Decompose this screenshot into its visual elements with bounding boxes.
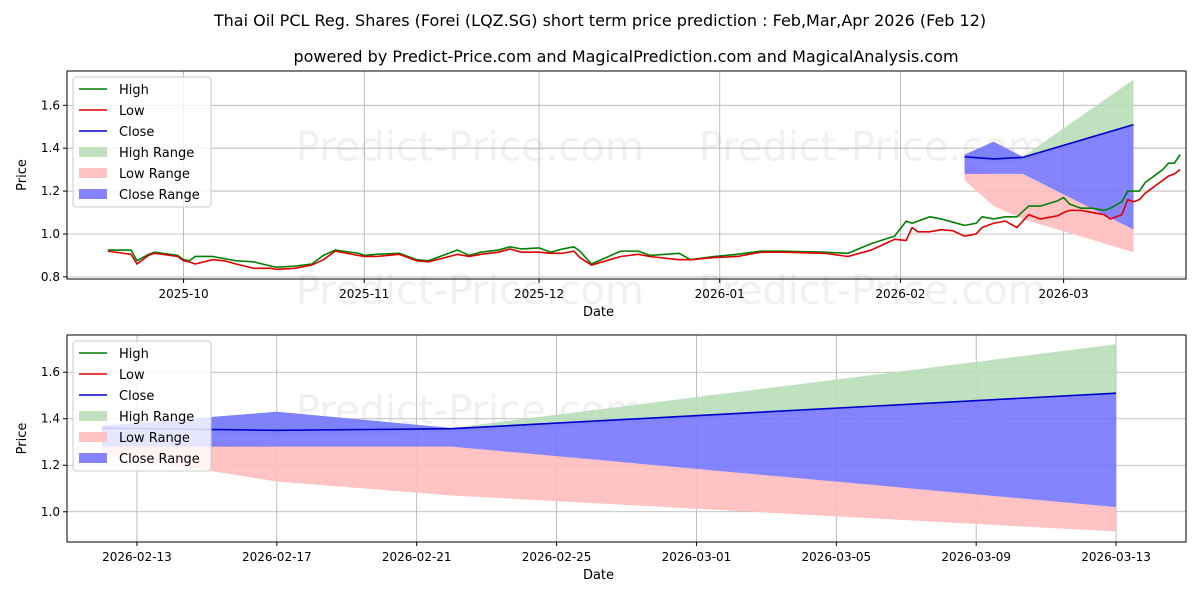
x-tick-label: 2026-03-13 (1081, 550, 1151, 564)
y-tick-label: 1.0 (41, 505, 60, 519)
x-tick-label: 2026-03-01 (662, 550, 732, 564)
close-range-legend-swatch (79, 453, 107, 463)
low-range-legend-swatch (79, 168, 107, 178)
legend-label-low-range: Low Range (119, 167, 190, 182)
y-tick-label: 1.2 (41, 458, 60, 472)
x-tick-label: 2026-02-25 (522, 550, 592, 564)
y-axis-label: Price (15, 423, 30, 455)
forecast-panel: Predict-Price.comPredict-Price.com2026-0… (15, 334, 1187, 583)
high-range-legend-swatch (79, 411, 107, 421)
legend-label-close-range: Close Range (119, 452, 200, 467)
y-tick-label: 1.0 (41, 227, 60, 241)
low-range-legend-swatch (79, 432, 107, 442)
legend-box (72, 76, 212, 208)
close-series-line (964, 123, 1134, 160)
watermark-text: Predict-Price.com (699, 268, 1047, 314)
y-tick-label: 1.4 (41, 141, 60, 155)
x-tick-label: 2025-10 (158, 287, 208, 301)
axes-frame (66, 70, 1187, 280)
x-tick-label: 2026-01 (695, 287, 745, 301)
legend-label-high-range: High Range (119, 146, 194, 161)
close-range-band (964, 124, 1134, 230)
legend: High Low Close High Range Low Range Close Ran… (72, 76, 212, 208)
low-series-line (107, 168, 1181, 271)
legend-label-high: High (119, 83, 149, 98)
legend-label-low: Low (119, 368, 145, 383)
y-axis-label: Price (15, 159, 30, 191)
low-range-band (964, 163, 1134, 253)
axes-frame (66, 334, 1187, 543)
y-tick-label: 1.4 (41, 412, 60, 426)
x-tick-label: 2025-11 (339, 287, 389, 301)
x-tick-label: 2026-02-13 (102, 550, 172, 564)
legend-label-low-range: Low Range (119, 431, 190, 446)
high-range-legend-swatch (79, 147, 107, 157)
x-tick-label: 2026-03-09 (941, 550, 1011, 564)
legend-box (72, 340, 212, 472)
close-range-band (101, 393, 1117, 508)
low-range-band (101, 435, 1117, 532)
x-axis-label: Date (583, 305, 614, 320)
overview-panel: Predict-Price.com Predict-Price.com Predic… (15, 70, 1187, 320)
watermark-text: Predict-Price.com (296, 268, 644, 314)
x-tick-label: 2026-02 (875, 287, 925, 301)
legend: High Low Close High Range Low Range Close Ran… (72, 340, 212, 472)
close-range-legend-swatch (79, 189, 107, 199)
x-tick-label: 2026-02-17 (242, 550, 312, 564)
y-tick-label: 1.2 (41, 184, 60, 198)
y-tick-label: 1.6 (41, 98, 60, 112)
watermark-text: Predict-Price.com (296, 124, 644, 170)
legend-label-high-range: High Range (119, 410, 194, 425)
legend-label-close: Close (119, 125, 154, 140)
chart-subtitle: powered by Predict-Price.com and Magical… (293, 47, 958, 66)
x-tick-label: 2026-03 (1039, 287, 1089, 301)
plot-area (107, 79, 1181, 271)
legend-label-close-range: Close Range (119, 188, 200, 203)
y-tick-label: 1.6 (41, 365, 60, 379)
x-tick-label: 2025-12 (514, 287, 564, 301)
x-tick-label: 2026-03-05 (801, 550, 871, 564)
legend-label-high: High (119, 347, 149, 362)
x-tick-label: 2026-02-21 (382, 550, 452, 564)
x-axis-label: Date (583, 568, 614, 583)
legend-label-low: Low (119, 104, 145, 119)
legend-label-close: Close (119, 389, 154, 404)
y-tick-label: 0.8 (41, 270, 60, 284)
chart-title: Thai Oil PCL Reg. Shares (Forei (LQZ.SG)… (213, 11, 986, 30)
